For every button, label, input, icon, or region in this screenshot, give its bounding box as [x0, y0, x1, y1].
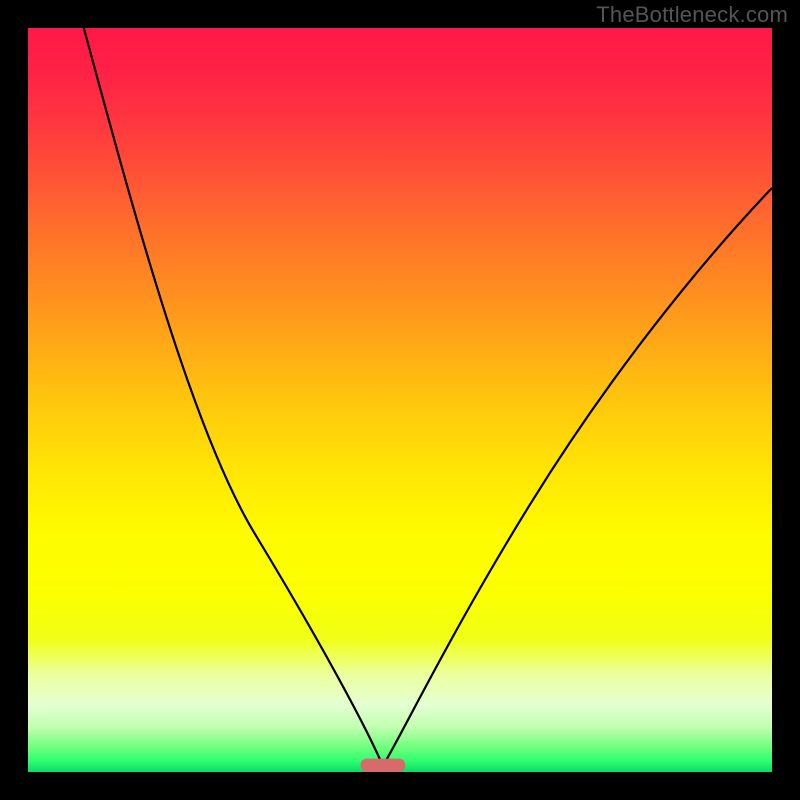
watermark-label: TheBottleneck.com [596, 2, 788, 28]
optimal-marker [361, 759, 406, 772]
chart-container: TheBottleneck.com [0, 0, 800, 800]
bottleneck-chart [0, 0, 800, 800]
plot-background [28, 28, 772, 772]
